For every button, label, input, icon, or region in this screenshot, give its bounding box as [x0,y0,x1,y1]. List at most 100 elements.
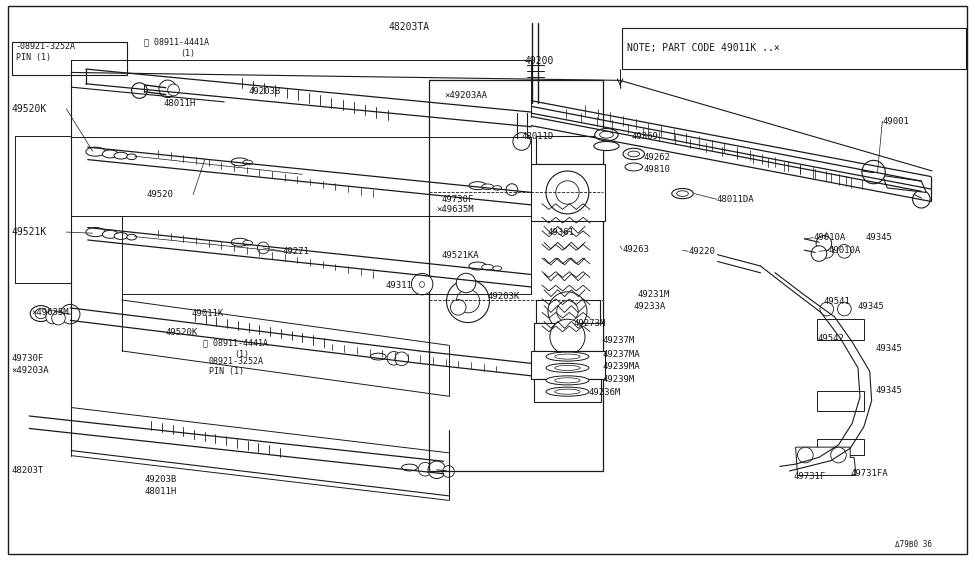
Polygon shape [534,379,601,402]
Circle shape [428,461,446,479]
Ellipse shape [677,191,688,196]
Circle shape [506,184,518,195]
Circle shape [60,305,80,324]
Ellipse shape [492,266,501,271]
Text: 49810: 49810 [644,165,671,174]
Ellipse shape [86,147,105,156]
Ellipse shape [672,188,693,199]
Ellipse shape [469,262,487,270]
Circle shape [811,246,827,261]
Text: 49731FA: 49731FA [850,469,888,478]
Circle shape [456,289,480,313]
Ellipse shape [628,151,640,157]
Circle shape [862,160,885,184]
Text: 08921-3252A: 08921-3252A [209,357,263,366]
Ellipse shape [231,238,249,246]
Circle shape [557,301,578,322]
Polygon shape [536,300,600,323]
Text: NOTE; PART CODE 49011K ..×: NOTE; PART CODE 49011K ..× [627,42,780,53]
Text: 49231M: 49231M [638,290,670,299]
Text: 49237M: 49237M [603,336,635,345]
Text: 48011DA: 48011DA [717,195,755,204]
Polygon shape [531,351,604,379]
Text: 49520K: 49520K [166,328,198,337]
Text: 49237MA: 49237MA [603,350,641,359]
Circle shape [798,447,813,463]
Ellipse shape [623,148,644,160]
Circle shape [443,466,454,477]
Circle shape [838,245,851,258]
Polygon shape [534,323,603,351]
Circle shape [816,235,832,251]
Text: 49203B: 49203B [249,87,281,96]
Text: ×49203A: ×49203A [12,366,50,375]
Circle shape [257,242,269,254]
Text: 48203TA: 48203TA [388,22,429,32]
Text: 49731F: 49731F [794,472,826,481]
Bar [622,28,966,69]
Text: PIN (1): PIN (1) [209,367,244,376]
Ellipse shape [30,306,52,321]
Ellipse shape [35,308,47,319]
Circle shape [831,447,846,463]
Circle shape [46,310,59,324]
Text: 49361: 49361 [548,228,575,237]
Text: 49345: 49345 [858,302,885,311]
Circle shape [838,302,851,316]
Text: 49541: 49541 [824,297,851,306]
Circle shape [556,181,579,204]
Text: 49220: 49220 [688,247,716,256]
Ellipse shape [546,387,589,396]
Circle shape [411,273,433,295]
Ellipse shape [546,352,589,361]
Text: ○: ○ [419,279,425,289]
Ellipse shape [555,389,580,394]
Ellipse shape [469,182,487,190]
Ellipse shape [127,234,136,240]
Text: 49271: 49271 [283,247,310,256]
Text: 49542: 49542 [817,334,844,343]
Ellipse shape [114,233,128,239]
Text: 49345: 49345 [876,344,903,353]
Text: 49262: 49262 [644,153,671,162]
Ellipse shape [492,186,501,190]
Ellipse shape [231,158,249,166]
Circle shape [913,190,930,208]
Text: 48011H: 48011H [144,487,176,496]
Bar [12,42,127,75]
Ellipse shape [86,228,105,237]
Text: 49369: 49369 [632,132,659,142]
Bar [817,391,864,411]
Text: ⓝ 08911-4441A: ⓝ 08911-4441A [203,338,268,348]
Text: 49730F: 49730F [442,195,474,204]
Text: 49521KA: 49521KA [442,251,480,260]
Ellipse shape [243,241,253,245]
Circle shape [159,80,176,98]
Ellipse shape [243,160,253,165]
Text: 49200: 49200 [525,56,554,66]
Bar [429,80,603,471]
Circle shape [548,292,587,331]
Circle shape [820,302,834,316]
Text: ×49635M: ×49635M [437,205,475,214]
Ellipse shape [102,230,118,238]
Text: (1): (1) [234,350,249,359]
Bar [817,439,864,455]
Text: 49001: 49001 [882,117,910,126]
Polygon shape [796,447,856,475]
Ellipse shape [482,264,493,270]
Text: 49521K: 49521K [12,227,47,237]
Circle shape [132,83,147,98]
Text: 49345: 49345 [866,233,893,242]
Text: ⓝ 08911-4441A: ⓝ 08911-4441A [144,37,210,46]
Ellipse shape [555,378,580,383]
Text: 48011H: 48011H [164,98,196,108]
Circle shape [52,311,65,325]
Text: 49010A: 49010A [813,233,845,242]
Polygon shape [536,136,603,164]
Text: 49203K: 49203K [488,292,520,301]
Circle shape [546,171,589,214]
Circle shape [550,319,585,354]
Text: 49203B: 49203B [144,475,176,484]
Text: 49233A: 49233A [634,302,666,311]
